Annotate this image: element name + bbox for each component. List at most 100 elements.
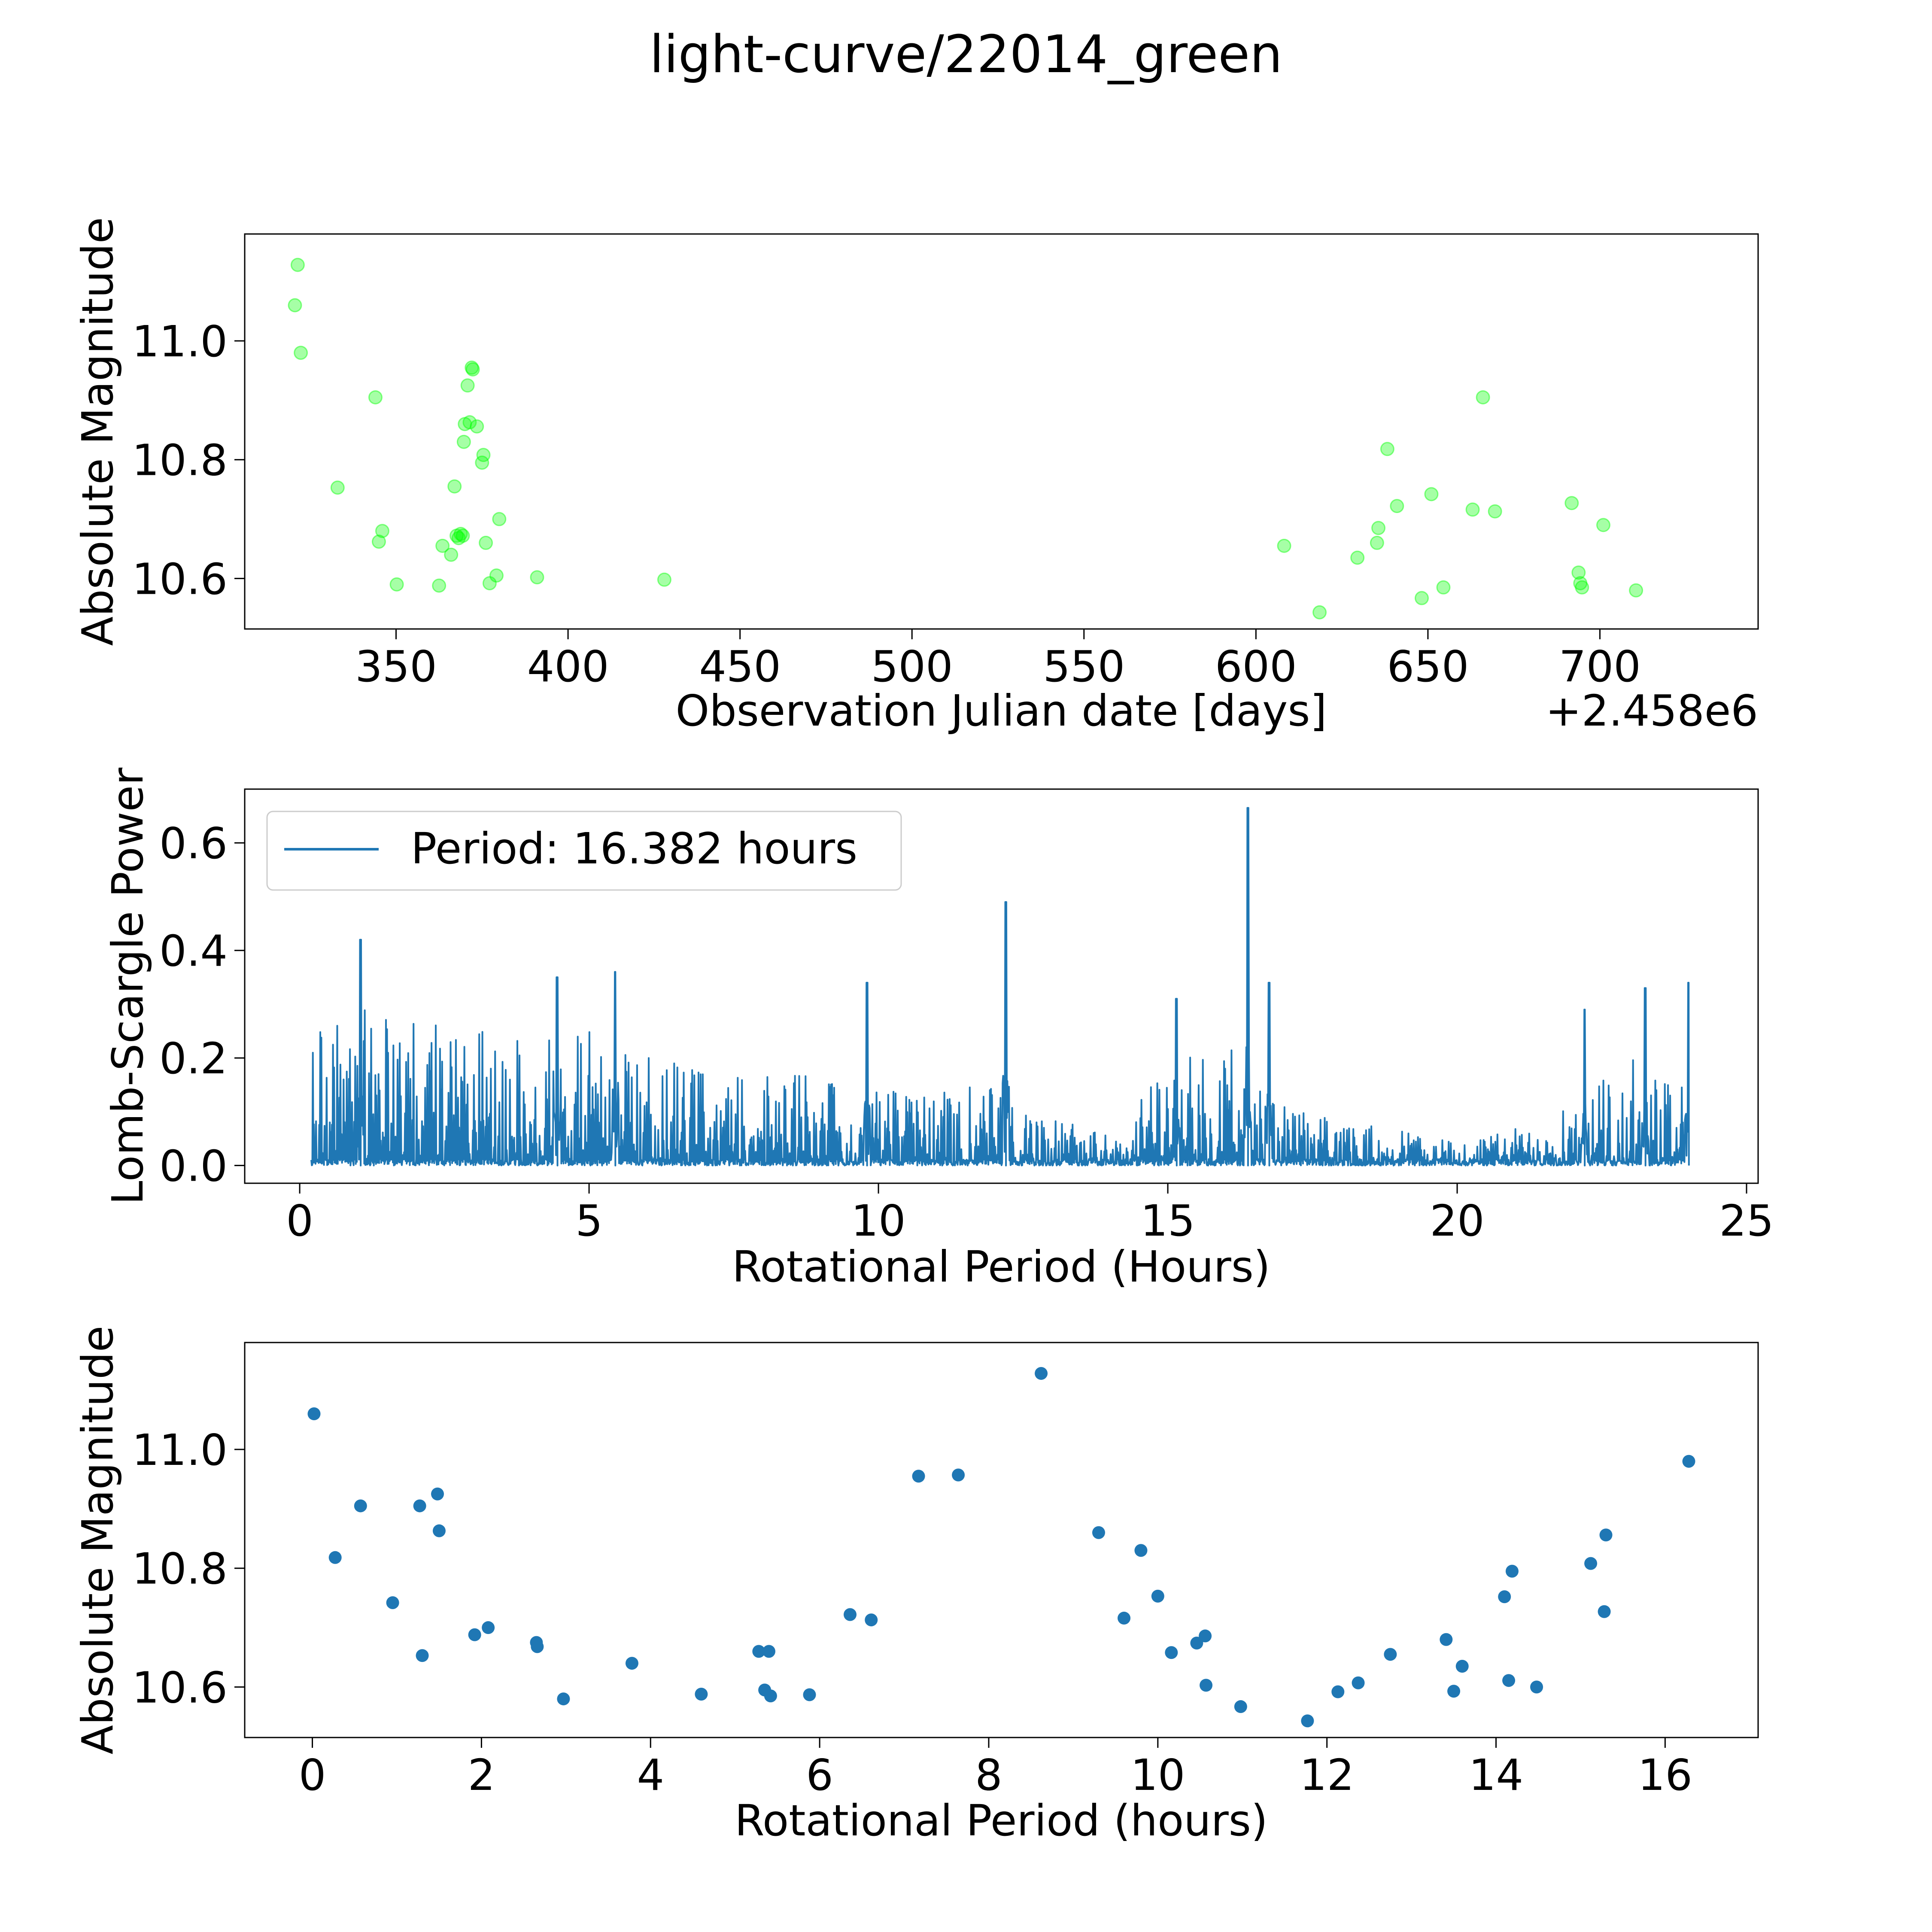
folded-curve-point [1502, 1674, 1516, 1687]
light-curve-point [450, 529, 464, 543]
light-curve-point [470, 419, 484, 434]
x-tick-label: 0 [286, 1196, 313, 1246]
light-curve-point [451, 531, 466, 545]
periodogram-x-ticks: 0 5 10 15 20 25 [286, 1183, 1774, 1246]
light-curve-y-ticks: 10.6 10.8 11.0 [132, 316, 245, 604]
periodogram-y-ticks: 0.0 0.2 0.4 0.6 [159, 818, 245, 1191]
folded-curve-point [432, 1524, 446, 1537]
light-curve-point [482, 576, 497, 590]
x-tick-label: 4 [637, 1750, 664, 1800]
light-curve-point [1575, 580, 1589, 595]
folded-curve-point [764, 1689, 777, 1703]
y-tick-label: 10.8 [132, 435, 228, 486]
x-tick-label: 500 [871, 641, 953, 692]
x-tick-label: 20 [1430, 1196, 1484, 1246]
light-curve-points [288, 258, 1643, 620]
periodogram-x-label: Rotational Period (Hours) [732, 1242, 1270, 1292]
light-curve-point [288, 298, 302, 313]
x-tick-label: 14 [1469, 1750, 1523, 1800]
folded-curve-point [354, 1499, 367, 1513]
folded-curve-point [803, 1688, 816, 1701]
folded-curve-point [695, 1688, 708, 1701]
folded-curve-point [1599, 1528, 1613, 1542]
folded-curve-frame [244, 1342, 1759, 1738]
folded-curve-point [328, 1551, 342, 1564]
light-curve-point [447, 479, 462, 494]
light-curve-point [460, 378, 475, 393]
folded-curve-point [865, 1613, 878, 1627]
light-curve-point [489, 568, 504, 583]
folded-curve-point [1234, 1700, 1247, 1713]
light-curve-x-ticks: 350 400 450 500 550 600 650 700 [355, 629, 1641, 692]
folded-curve-point [386, 1596, 399, 1609]
light-curve-point [465, 362, 480, 377]
folded-curve-point [1455, 1659, 1469, 1673]
folded-curve-point [1190, 1637, 1203, 1650]
folded-curve-point [762, 1645, 775, 1658]
folded-curve-point [752, 1645, 766, 1658]
light-curve-point [444, 547, 459, 562]
x-tick-label: 650 [1387, 641, 1469, 692]
folded-curve-point [482, 1621, 495, 1634]
light-curve-point [456, 434, 471, 449]
y-tick-label: 0.4 [159, 926, 228, 976]
light-curve-point [290, 258, 305, 272]
folded-curve-point [1301, 1714, 1314, 1728]
folded-curve-point [307, 1407, 321, 1421]
x-tick-label: 550 [1043, 641, 1125, 692]
x-tick-label: 8 [975, 1750, 1002, 1800]
x-tick-label: 350 [355, 641, 437, 692]
y-tick-label: 10.6 [132, 554, 228, 604]
folded-curve-point [1118, 1611, 1131, 1625]
y-tick-label: 10.6 [132, 1662, 228, 1713]
folded-curve-points [307, 1367, 1695, 1728]
light-curve-point [453, 527, 468, 541]
periodogram-line [310, 807, 1690, 1166]
folded-curve-x-ticks: 0 2 4 6 8 10 12 14 16 [299, 1738, 1692, 1800]
light-curve-point [1564, 496, 1579, 510]
folded-curve-point [1505, 1564, 1519, 1578]
folded-curve-point [1598, 1605, 1611, 1618]
light-curve-point [456, 529, 470, 543]
periodogram-frame [244, 788, 1759, 1184]
light-curve-point [1424, 487, 1439, 501]
light-curve-point [465, 360, 479, 375]
light-curve-x-label: Observation Julian date [days] [676, 686, 1327, 736]
periodogram-legend: Period: 16.382 hours [266, 811, 902, 891]
light-curve-point [458, 417, 472, 431]
light-curve-point [1350, 550, 1365, 565]
light-curve-point [657, 572, 671, 587]
folded-curve-point [1682, 1455, 1695, 1468]
light-curve-point [1573, 576, 1588, 590]
light-curve-point [1488, 504, 1502, 519]
light-curve-point [389, 577, 404, 592]
folded-curve-point [1134, 1544, 1148, 1557]
legend-box [266, 811, 902, 891]
periodogram-series [310, 807, 1690, 1166]
y-tick-label: 0.0 [159, 1141, 228, 1191]
light-curve-y-label: Absolute Magnitude [73, 217, 123, 646]
folded-curve-point [1035, 1367, 1048, 1380]
folded-curve-point [625, 1657, 638, 1670]
folded-curve-point [844, 1608, 857, 1621]
light-curve-point [435, 538, 450, 553]
x-tick-label: 16 [1638, 1750, 1692, 1800]
folded-curve-point [1092, 1526, 1105, 1539]
folded-curve-y-ticks: 10.6 10.8 11.0 [132, 1425, 245, 1713]
light-curve-point [1277, 538, 1291, 553]
light-curve-point [492, 512, 507, 526]
x-tick-label: 2 [468, 1750, 495, 1800]
light-curve-frame [244, 233, 1759, 630]
folded-curve-point [531, 1640, 544, 1653]
light-curve-point [1380, 442, 1394, 456]
folded-curve-y-label: Absolute Magnitude [73, 1326, 123, 1755]
legend-entry-label: Period: 16.382 hours [411, 823, 857, 874]
light-curve-point [375, 524, 389, 538]
x-tick-label: 25 [1719, 1196, 1774, 1246]
folded-curve-point [1165, 1646, 1178, 1659]
folded-curve-point [952, 1468, 965, 1482]
y-tick-label: 11.0 [132, 316, 228, 367]
light-curve-point [530, 570, 544, 585]
folded-curve-point [431, 1487, 444, 1501]
